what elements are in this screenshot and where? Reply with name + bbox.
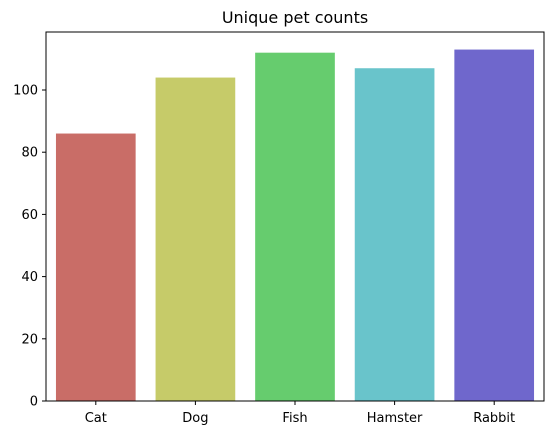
bar-dog bbox=[155, 77, 236, 401]
bar-cat bbox=[55, 133, 136, 402]
y-tick-label: 40 bbox=[21, 270, 38, 285]
y-tick-label: 0 bbox=[30, 395, 38, 410]
bars-group bbox=[55, 49, 535, 402]
plot-frame bbox=[45, 31, 545, 402]
bar-fish bbox=[255, 52, 335, 402]
chart-title: Unique pet counts bbox=[222, 8, 368, 27]
x-tick-label: Rabbit bbox=[473, 411, 515, 426]
bar-hamster bbox=[354, 68, 435, 401]
y-tick-label: 60 bbox=[21, 208, 38, 223]
y-axis-ticks: 0 20 40 60 80 100 bbox=[13, 84, 46, 410]
x-tick-label: Dog bbox=[182, 411, 208, 426]
x-tick-label: Cat bbox=[85, 411, 107, 426]
x-tick-label: Fish bbox=[282, 411, 307, 426]
bar-rabbit bbox=[454, 49, 535, 401]
y-tick-label: 80 bbox=[21, 146, 38, 161]
x-tick-label: Hamster bbox=[367, 411, 423, 426]
x-axis-ticks: Cat Dog Fish Hamster Rabbit bbox=[85, 401, 515, 426]
y-tick-label: 100 bbox=[13, 84, 38, 99]
y-tick-label: 20 bbox=[21, 332, 38, 347]
